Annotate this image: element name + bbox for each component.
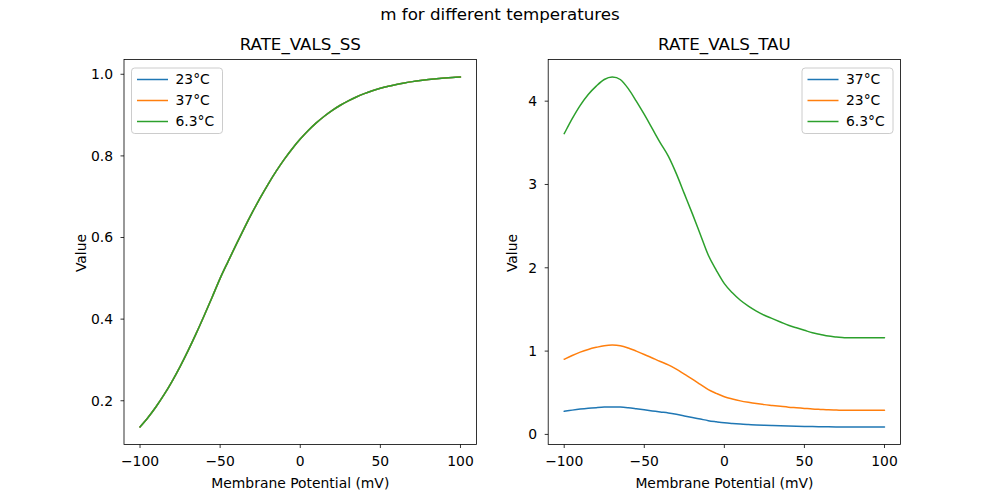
y-tick-label: 2 [528,260,537,276]
y-tick-label: 1 [528,343,537,359]
y-tick-label: 3 [528,176,537,192]
subplot1-xlabel: Membrane Potential (mV) [211,477,389,491]
y-tick-label: 1.0 [91,66,113,82]
subplot2-xlabel: Membrane Potential (mV) [635,477,813,491]
x-tick-label: 0 [720,453,729,469]
legend-label: 37°C [846,71,880,87]
figure-suptitle: m for different temperatures [0,6,1000,23]
subplot-2: −100 −50 0 50 100 0 1 2 3 4 37°C 23°C 6.3°C [528,60,900,469]
y-tick-label: 0.2 [91,393,113,409]
legend-label: 23°C [176,71,210,87]
legend-label: 6.3°C [846,113,885,129]
figure-plot-area: −100−500501000.20.40.60.81.023°C37°C6.3°… [0,0,1000,500]
x-tick-label: 50 [796,453,814,469]
legend-label: 6.3°C [176,113,215,129]
x-tick-label: −100 [545,453,583,469]
y-tick-label: 4 [528,93,537,109]
x-tick-label: 100 [447,453,474,469]
subplot-1: −100 −50 0 50 100 0.2 0.4 0.6 0.8 1.0 23°C 37°C 6.3°… [91,60,477,469]
series-line-23°C [564,345,884,410]
y-tick-label: 0.6 [91,229,113,245]
legend-label: 23°C [846,92,880,108]
y-tick-label: 0 [528,426,537,442]
x-tick-label: −50 [205,453,234,469]
x-tick-label: 0 [296,453,305,469]
figure-canvas: { "figure": { "suptitle": "m for differe… [0,0,1000,500]
subplot2-ylabel: Value [506,234,520,272]
y-tick-label: 0.8 [91,148,113,164]
subplot1-title: RATE_VALS_SS [240,36,361,53]
legend-label: 37°C [176,92,210,108]
x-tick-label: −50 [630,453,659,469]
subplot1-ylabel: Value [75,234,89,272]
x-tick-label: −100 [121,453,159,469]
x-tick-label: 100 [871,453,898,469]
subplot2-title: RATE_VALS_TAU [658,36,791,53]
y-tick-label: 0.4 [91,311,113,327]
x-tick-label: 50 [372,453,390,469]
